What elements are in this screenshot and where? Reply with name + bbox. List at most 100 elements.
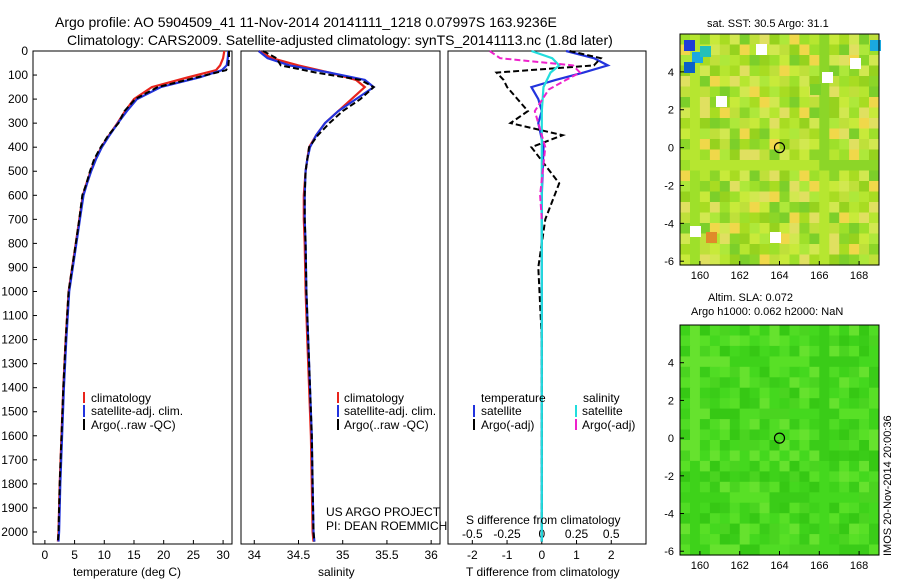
- heatmap-cell: [690, 419, 701, 431]
- heatmap-cell: [849, 481, 860, 493]
- heatmap-cell: [729, 471, 741, 483]
- heatmap-cell: [839, 254, 850, 266]
- heatmap-cell: [690, 513, 701, 525]
- heatmap-cell: [859, 55, 870, 67]
- heatmap-cell: [719, 223, 731, 235]
- heatmap-cell: [839, 149, 850, 161]
- x-tick-label: 0: [538, 548, 545, 562]
- heatmap-cell: [779, 34, 790, 46]
- heatmap-cell: [869, 128, 880, 140]
- heatmap-cell: [849, 191, 860, 203]
- sla-map-title-line1: Altim. SLA: 0.072: [708, 292, 793, 304]
- heatmap-cell: [859, 513, 870, 525]
- heatmap-cell: [709, 244, 721, 256]
- heatmap-cell: [859, 107, 870, 119]
- heatmap-cell: [809, 254, 820, 266]
- heatmap-cell: [819, 233, 830, 245]
- heatmap-cell: [839, 534, 850, 546]
- heatmap-cell: [759, 387, 771, 399]
- heatmap-cell: [739, 233, 751, 245]
- heatmap-cell: [769, 366, 780, 378]
- heatmap-cell: [719, 170, 731, 182]
- heatmap-cell: [789, 534, 800, 546]
- heatmap-cell: [759, 191, 771, 203]
- heatmap-cell: [869, 481, 880, 493]
- heatmap-cell: [769, 523, 780, 535]
- heatmap-cell: [779, 233, 790, 245]
- heatmap-cell: [789, 356, 800, 368]
- x-tick-label: 10: [98, 548, 112, 562]
- heatmap-cell: [819, 481, 830, 493]
- heatmap-cell: [739, 55, 751, 67]
- x-tick-label: 20: [157, 548, 171, 562]
- heatmap-cell: [729, 513, 741, 525]
- heatmap-cell: [709, 325, 721, 337]
- heatmap-cell: [859, 325, 870, 337]
- heatmap-cell: [779, 160, 790, 172]
- heatmap-cell: [859, 450, 870, 462]
- heatmap-cell: [779, 128, 790, 140]
- salinity-xlabel: salinity: [318, 565, 355, 579]
- heatmap-cell: [769, 544, 780, 556]
- sst-heatmap-cells: [680, 34, 881, 266]
- heatmap-cell: [779, 181, 790, 193]
- heatmap-cell: [839, 55, 850, 67]
- heatmap-cell: [799, 149, 810, 161]
- heatmap-cell: [759, 534, 771, 546]
- heatmap-cell: [779, 419, 790, 431]
- heatmap-cell: [859, 128, 870, 140]
- heatmap-cell: [690, 356, 701, 368]
- heatmap-cell: [799, 223, 810, 235]
- heatmap-cell: [839, 191, 850, 203]
- heatmap-cell: [849, 419, 860, 431]
- heatmap-cell: [819, 244, 830, 256]
- heatmap-cell: [680, 254, 691, 266]
- x-tick-label: 30: [216, 548, 230, 562]
- heatmap-cell: [680, 544, 691, 556]
- heatmap-cell: [759, 366, 771, 378]
- heatmap-cell: [869, 244, 880, 256]
- heatmap-cell: [789, 107, 800, 119]
- heatmap-cell: [749, 212, 761, 224]
- pi-note: PI: DEAN ROEMMICH: [326, 519, 447, 533]
- heatmap-cell: [849, 97, 860, 109]
- heatmap-cell: [799, 86, 810, 98]
- heatmap-cell: [680, 55, 691, 67]
- heatmap-cell: [690, 502, 701, 514]
- heatmap-cell: [839, 345, 850, 357]
- heatmap-cell: [716, 96, 727, 107]
- heatmap-cell: [789, 325, 800, 337]
- series-line-salinity-satellite: [531, 49, 561, 542]
- heatmap-cell: [709, 149, 721, 161]
- heatmap-cell: [680, 366, 691, 378]
- heatmap-cell: [809, 429, 820, 441]
- heatmap-cell: [709, 191, 721, 203]
- heatmap-cell: [779, 149, 790, 161]
- heatmap-cell: [839, 139, 850, 151]
- heatmap-cell: [819, 366, 830, 378]
- heatmap-cell: [859, 118, 870, 130]
- heatmap-cell: [859, 170, 870, 182]
- heatmap-cell: [869, 191, 880, 203]
- heatmap-cell: [759, 86, 771, 98]
- heatmap-cell: [680, 76, 691, 88]
- heatmap-cell: [709, 202, 721, 214]
- heatmap-cell: [799, 492, 810, 504]
- heatmap-cell: [680, 233, 691, 245]
- heatmap-cell: [799, 387, 810, 399]
- heatmap-cell: [769, 170, 780, 182]
- heatmap-cell: [749, 202, 761, 214]
- heatmap-cell: [719, 481, 731, 493]
- heatmap-cell: [739, 335, 751, 347]
- heatmap-cell: [749, 450, 761, 462]
- heatmap-cell: [799, 76, 810, 88]
- heatmap-cell: [749, 76, 761, 88]
- heatmap-cell: [839, 408, 850, 420]
- heatmap-cell: [719, 335, 731, 347]
- heatmap-cell: [759, 325, 771, 337]
- heatmap-cell: [829, 244, 840, 256]
- heatmap-cell: [699, 356, 711, 368]
- heatmap-cell: [709, 254, 721, 266]
- depth-tick-label: 1900: [1, 501, 28, 515]
- difference-panel-frame: [447, 50, 647, 545]
